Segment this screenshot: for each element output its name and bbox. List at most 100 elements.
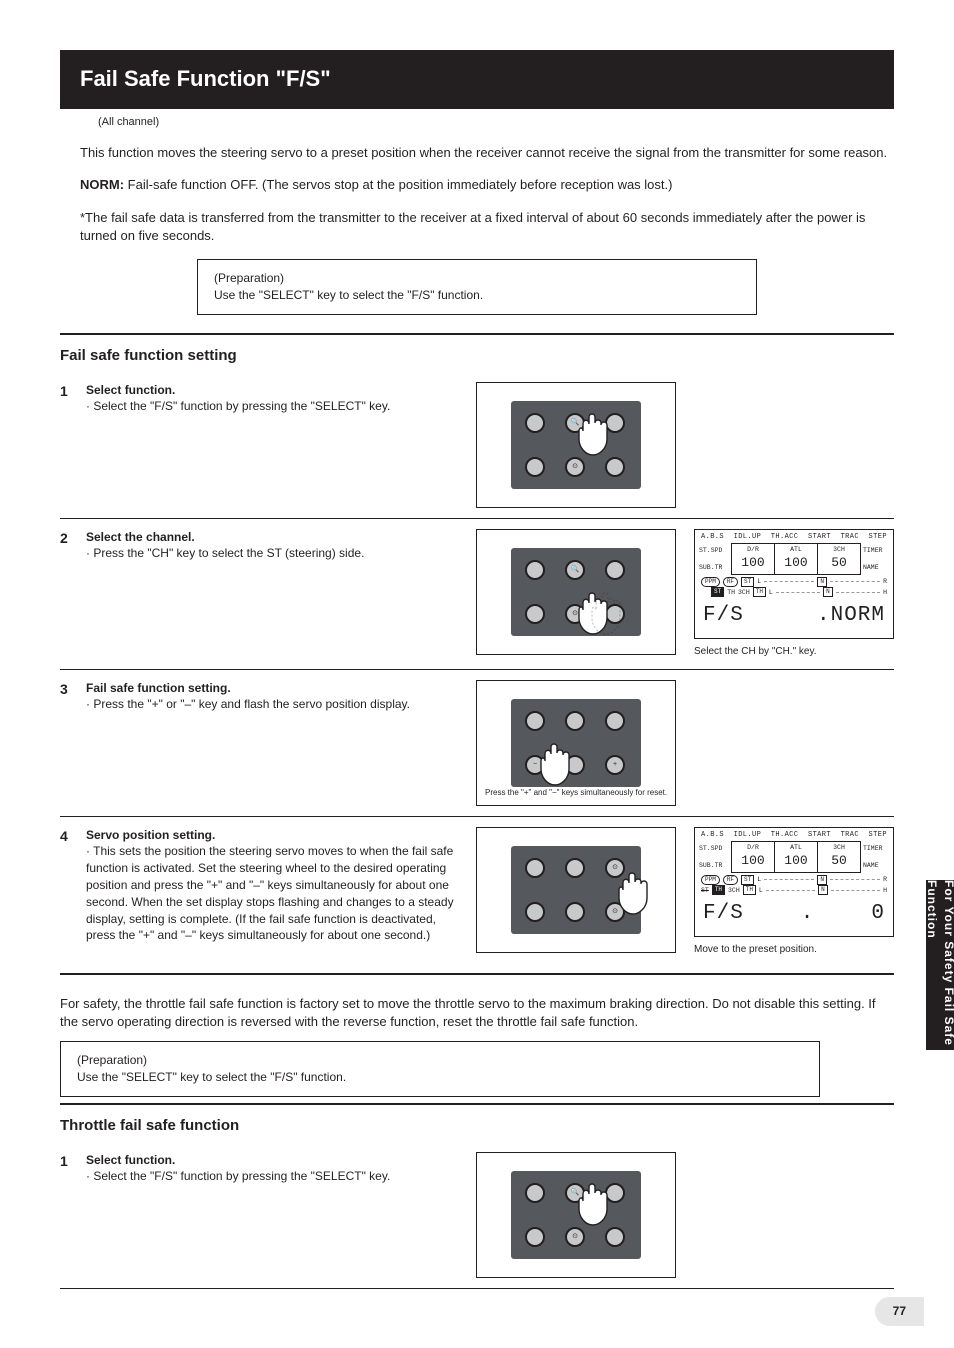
lcd-big-left: F/S [703,601,744,630]
lcd-n: N [823,587,833,597]
lower-intro: For safety, the throttle fail safe funct… [60,995,894,1031]
lcd-left-item: SUB.TR [699,861,731,870]
step-num: 1 [60,382,86,402]
step-text: Select function. · Select the "F/S" func… [86,382,476,416]
lcd-left-item: SUB.TR [699,563,731,572]
lcd-right-item: NAME [863,563,889,572]
lcd-col: A.B.S IDL.UP TH.ACC START TRAC STEP ST.S… [694,529,894,659]
btn-blank [565,902,585,922]
lcd-cell: D/R100 [731,543,775,574]
lcd-bars: PPMRFSTLNR STTH3CHTHLNH [695,575,893,600]
step-text-b: · This sets the position the steering se… [86,844,454,942]
lcd-r: R [883,875,887,884]
hand-icon [573,1179,623,1229]
lcd-cells: D/R100 ATL100 3CH50 [731,543,861,574]
lcd-right-item: NAME [863,861,889,870]
keypad-image: 🔍 ⊙ [476,529,676,655]
lcd-right: TIMER NAME [861,543,889,574]
ch-icon: ⊙ [572,462,578,472]
lcd-cells: D/R100 ATL100 3CH50 [731,841,861,872]
btn-ch: ⊙ [565,1227,585,1247]
key-note-line2: Use the "SELECT" key to select the "F/S"… [77,1069,803,1086]
lcd-dots [764,879,814,880]
step-row: 1 Select function. · Select the "F/S" fu… [60,372,894,518]
lcd-big: F/S . 0 [695,897,893,928]
step-text-a: Select the channel. [86,530,195,544]
lcd-bar-row: STTH3CHTHLNH [701,587,887,597]
btn-blank [525,560,545,580]
keypad: ⊙ ⊙ [511,846,641,934]
step-text: Fail safe function setting. · Press the … [86,680,476,714]
key-note-line2: Use the "SELECT" key to select the "F/S"… [214,287,740,304]
keypad: 🔍 ⊙ [511,548,641,636]
lcd-dots [831,890,880,891]
steps-heading-lower: Throttle fail safe function [60,1115,894,1136]
lcd-dots [830,879,880,880]
lcd-h: H [883,588,887,597]
lcd-col: A.B.S IDL.UP TH.ACC START TRAC STEP ST.S… [694,827,894,957]
lcd-cell-value: 100 [775,554,817,572]
lcd-cell-value: 100 [775,852,817,870]
lcd-top-item: TH.ACC [771,831,799,841]
lcd-top-item: STEP [869,831,887,841]
lcd-ppm: PPM [701,875,720,885]
lcd-h: H [883,886,887,895]
lcd-dots [830,581,880,582]
lcd-cell: 3CH50 [818,841,861,872]
step-row: 1 Select function. · Select the "F/S" fu… [60,1142,894,1288]
lcd-caption: Select the CH by "CH." key. [694,645,894,659]
lcd-dots [776,592,820,593]
step-num: 1 [60,1152,86,1172]
lcd-r: R [883,577,887,586]
hand-icon-ghost [586,588,636,638]
lcd-cell-label: ATL [775,843,817,852]
key-note-line1: (Preparation) [77,1052,803,1069]
lcd-big-right: .NORM [817,601,885,630]
btn-blank [605,711,625,731]
keypad-image: 🔍 ⊙ [476,382,676,508]
lcd-top-item: STEP [869,533,887,543]
side-tab: For Your Safety Fail Safe Function [926,880,954,1050]
side-tab-label: For Your Safety Fail Safe Function [923,880,954,1050]
subtitle: (All channel) [98,115,894,130]
step-text-a: Fail safe function setting. [86,681,231,695]
lcd-dots [764,581,814,582]
btn-blank [525,1183,545,1203]
divider [60,973,894,975]
lcd-bar-row: PPMRFSTLNR [701,875,887,885]
lcd-l: L [757,875,761,884]
lcd-th-tag: TH [743,885,756,895]
lcd-top-item: IDL.UP [734,831,762,841]
lcd-th-tag: TH [753,587,766,597]
lcd-rf: RF [723,577,738,587]
btn-select-icon: 🔍 [571,565,580,575]
btn-blank [605,457,625,477]
lcd-l: L [759,886,763,895]
lcd-3ch: 3CH [728,886,740,895]
ch-icon: ⊙ [572,1232,578,1242]
step-num: 4 [60,827,86,847]
lcd-cell-label: D/R [732,843,774,852]
lcd-cell: D/R100 [731,841,775,872]
lcd-cell: ATL100 [775,841,818,872]
lcd-dots [836,592,880,593]
keypad-image: 🔍 ⊙ [476,1152,676,1278]
lcd-n: N [817,577,827,587]
btn-blank [525,858,545,878]
lcd-top-item: A.B.S [701,831,724,841]
lcd-rf: RF [723,875,738,885]
intro-norm: NORM: Fail-safe function OFF. (The servo… [80,176,894,194]
divider [60,1288,894,1289]
step-text: Select function. · Select the "F/S" func… [86,1152,476,1186]
btn-blank [605,1227,625,1247]
btn-plus: + [605,755,625,775]
btn-blank [525,413,545,433]
lcd-bar-row: PPMRFSTLNR [701,577,887,587]
lcd-top-item: START [808,831,831,841]
lcd-big-left: F/S [703,899,744,928]
keypad-image: − + Press the "+" and "−" keys simultane… [476,680,676,806]
hand-icon [535,739,585,789]
step-text-b: · Select the "F/S" function by pressing … [86,399,390,413]
lcd-top-item: START [808,533,831,543]
keypad: 🔍 ⊙ [511,401,641,489]
